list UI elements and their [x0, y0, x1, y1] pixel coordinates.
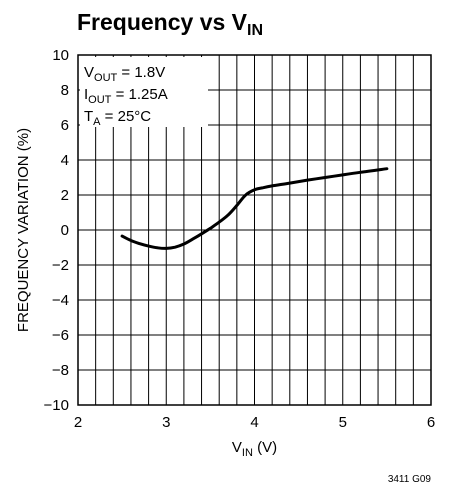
y-tick-label: −8 — [52, 362, 69, 379]
annotation-symbol: T — [84, 108, 93, 125]
x-tick-label: 5 — [339, 414, 347, 431]
annotation-symbol: I — [84, 86, 88, 103]
annotation-value: = 25°C — [101, 108, 152, 125]
annotation-line: TA = 25°C — [84, 108, 151, 128]
annotation-background — [80, 57, 208, 127]
annotation-value: = 1.25A — [111, 86, 167, 103]
chart-title: Frequency vs VIN — [77, 9, 263, 39]
series-line — [120, 167, 389, 250]
plot-frame — [77, 54, 432, 406]
y-tick-label: 6 — [61, 117, 69, 134]
tick-labels: 2 3 4 5 6 10 8 6 4 2 0 −2 −4 −6 −8 −10 — [44, 47, 436, 431]
x-tick-label: 4 — [250, 414, 258, 431]
x-axis-label: VIN (V) — [232, 439, 277, 459]
chart-title-main: Frequency vs V — [77, 9, 248, 35]
x-axis-label-subscript: IN — [242, 447, 253, 459]
y-tick-label: 8 — [61, 82, 69, 99]
annotation-line: VOUT = 1.8V — [84, 64, 165, 84]
annotation-subscript: A — [93, 116, 101, 128]
chart-title-subscript: IN — [247, 22, 263, 39]
series-layer — [120, 167, 389, 250]
annotation-subscript: OUT — [94, 72, 118, 84]
figure-id: 3411 G09 — [388, 474, 432, 485]
annotation-value: = 1.8V — [117, 64, 165, 81]
annotation-line: IOUT = 1.25A — [84, 86, 168, 106]
x-tick-label: 2 — [74, 414, 82, 431]
annotation-subscript: OUT — [88, 94, 112, 106]
y-tick-label: 10 — [52, 47, 69, 64]
y-tick-label: 0 — [61, 222, 69, 239]
x-tick-label: 3 — [162, 414, 170, 431]
x-axis-label-unit: (V) — [253, 439, 277, 456]
y-tick-label: −10 — [44, 397, 69, 414]
annotation-symbol: V — [84, 64, 94, 81]
x-tick-label: 6 — [427, 414, 435, 431]
y-tick-label: 4 — [61, 152, 69, 169]
x-axis-label-main: V — [232, 439, 242, 456]
y-tick-label: −6 — [52, 327, 69, 344]
y-tick-label: −4 — [52, 292, 69, 309]
y-tick-label: 2 — [61, 187, 69, 204]
y-tick-label: −2 — [52, 257, 69, 274]
y-axis-label: FREQUENCY VARIATION (%) — [15, 128, 32, 332]
